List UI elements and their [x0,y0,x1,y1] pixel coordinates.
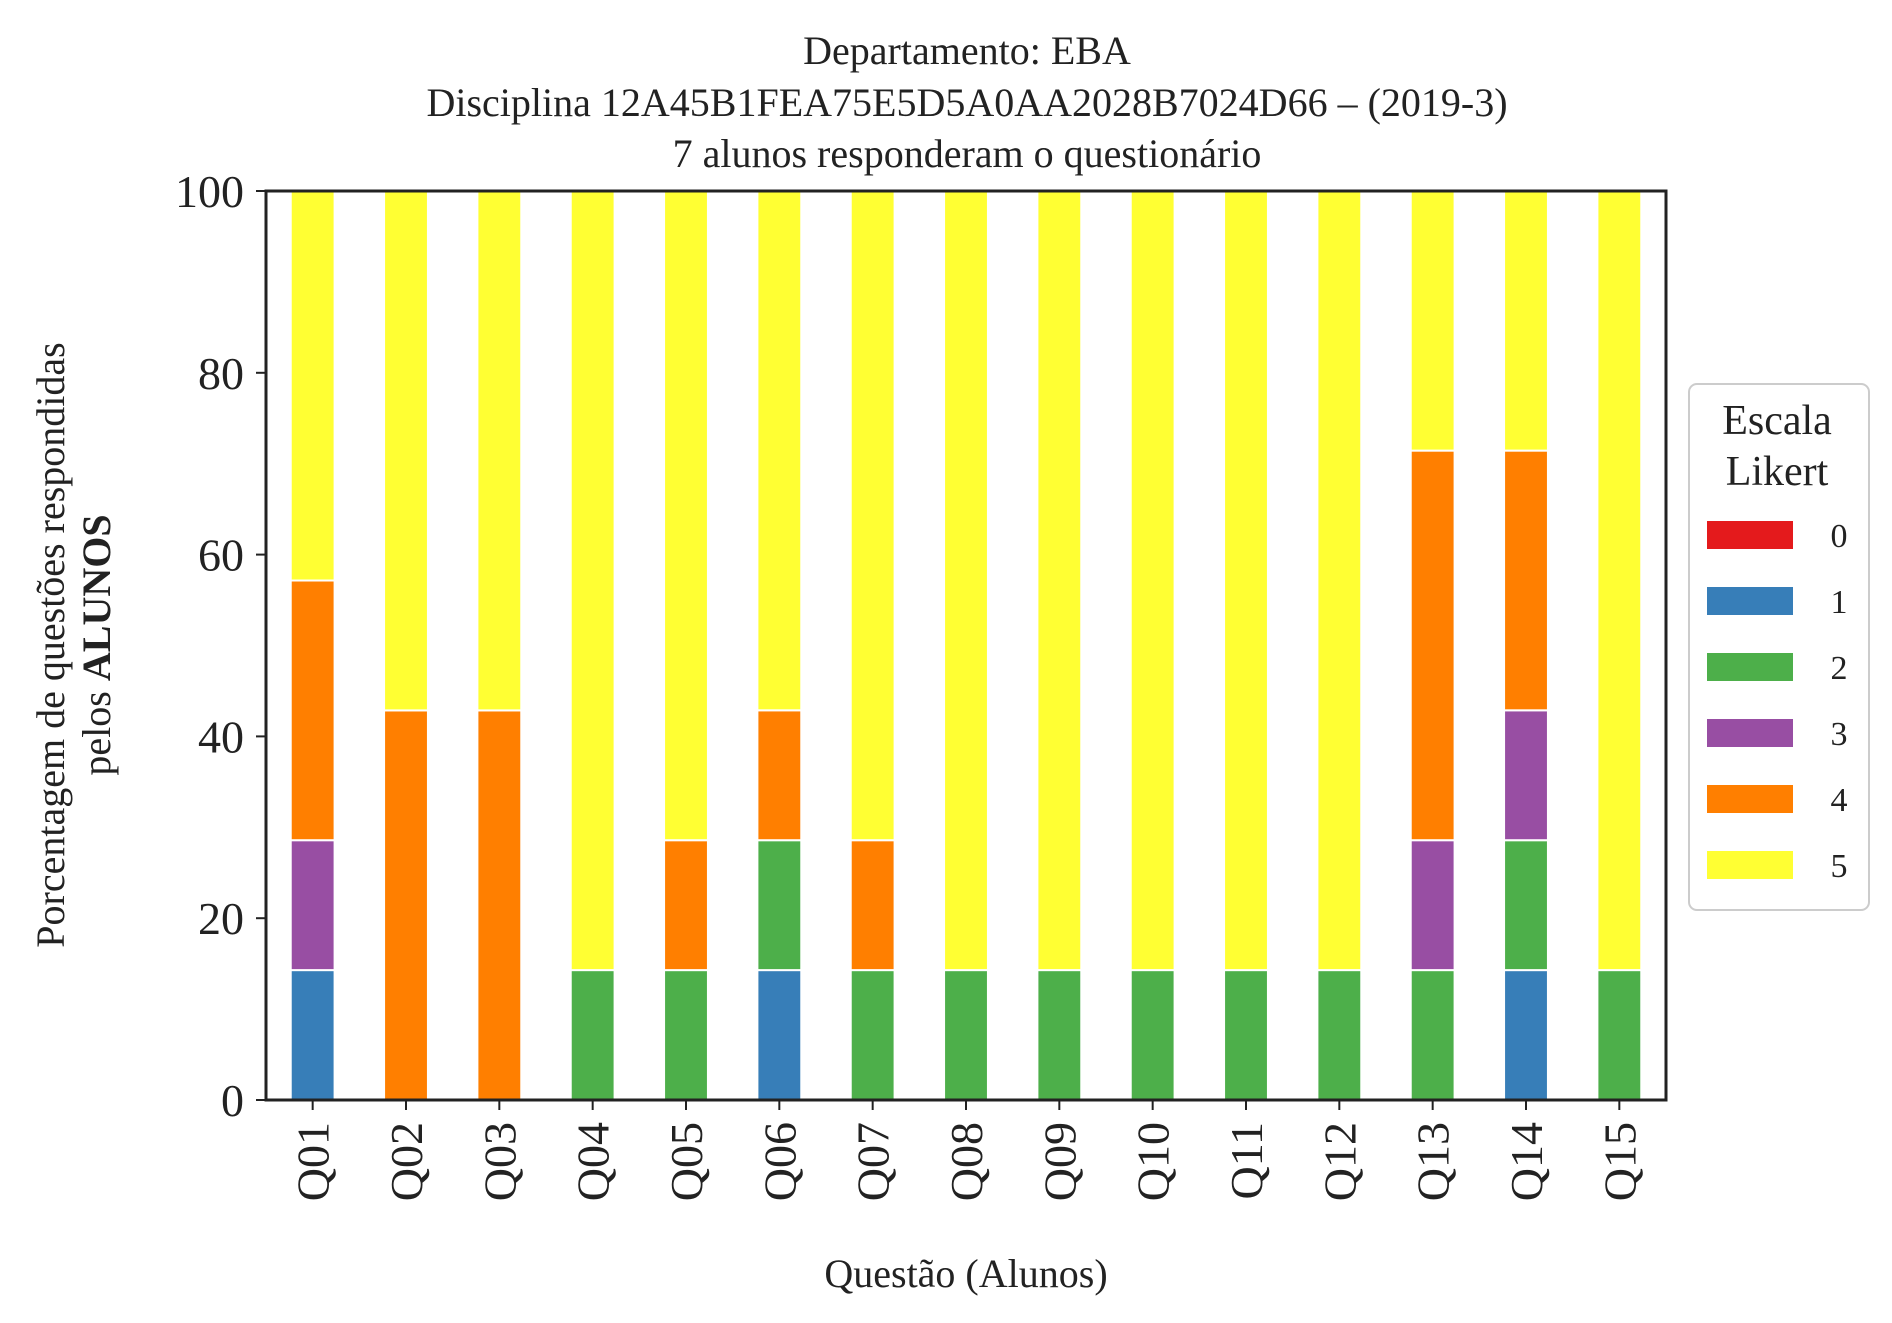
x-tick-label-q13: Q13 [1408,1122,1459,1201]
y-tick-label-0: 0 [221,1075,244,1126]
bar-q03-likert-4 [476,709,523,1102]
legend-swatch-5 [1707,851,1793,879]
y-axis-ticks: 0 20 40 60 80 100 [175,166,266,1126]
bar-q05-likert-2 [663,969,709,1101]
bar-q11-likert-2 [1223,969,1269,1101]
chart-title: Departamento: EBA Disciplina 12A45B1FEA7… [426,28,1507,176]
y-axis-label-line-2: pelos ALUNOS [74,514,119,775]
x-tick-label-q03: Q03 [474,1122,525,1201]
bar-q14-likert-4 [1503,449,1549,712]
legend-title-line-1: Escala [1722,398,1832,444]
legend-swatch-1 [1707,587,1793,615]
legend-title-line-2: Likert [1726,449,1829,495]
bar-q04-likert-5 [569,190,616,972]
legend-label-4: 4 [1831,782,1848,819]
bar-q01-likert-4 [289,579,336,842]
bar-q01-likert-5 [289,189,336,582]
x-tick-label-q11: Q11 [1221,1122,1272,1200]
chart-title-line-3: 7 alunos responderam o questionário [673,131,1262,176]
legend-label-2: 2 [1831,650,1848,687]
y-tick-label-80: 80 [198,348,244,399]
bar-q08-likert-2 [943,969,989,1101]
legend-swatch-0 [1707,521,1793,549]
bar-q06-likert-4 [756,709,803,842]
bar-q04-likert-2 [569,969,616,1101]
x-tick-label-q01: Q01 [288,1122,339,1201]
bar-q07-likert-2 [849,969,896,1101]
legend: Escala Likert 0 1 2 3 4 5 [1688,383,1870,911]
x-tick-label-q05: Q05 [661,1122,712,1201]
bar-q02-likert-4 [383,709,429,1102]
bar-q06-likert-5 [756,189,803,712]
bar-q12-likert-5 [1316,190,1363,972]
bar-q13-likert-3 [1409,839,1456,972]
bar-q14-likert-2 [1503,839,1549,972]
bar-q09-likert-2 [1036,969,1083,1101]
bars [289,189,1643,1102]
bar-q13-likert-2 [1409,969,1456,1101]
x-tick-label-q08: Q08 [941,1122,992,1201]
bar-q15-likert-5 [1596,190,1643,972]
x-tick-label-q14: Q14 [1501,1122,1552,1201]
y-axis-label: Porcentagem de questões respondidas pelo… [28,342,119,947]
bar-q11-likert-5 [1223,190,1269,972]
legend-label-1: 1 [1831,584,1848,621]
x-tick-label-q02: Q02 [381,1122,432,1201]
x-tick-label-q15: Q15 [1594,1122,1645,1201]
y-axis-label-prefix: pelos [74,681,119,775]
y-axis-label-bold: ALUNOS [74,514,119,681]
x-tick-label-q07: Q07 [848,1122,899,1201]
bar-q08-likert-5 [943,190,989,972]
y-tick-label-40: 40 [198,711,244,762]
bar-q07-likert-4 [849,839,896,972]
bar-q09-likert-5 [1036,190,1083,972]
chart-title-line-2: Disciplina 12A45B1FEA75E5D5A0AA2028B7024… [426,80,1507,125]
bar-q02-likert-5 [383,190,429,712]
legend-box [1688,383,1870,911]
legend-swatch-3 [1707,719,1793,747]
bar-q12-likert-2 [1316,969,1363,1101]
bar-q14-likert-3 [1503,709,1549,842]
x-axis-label: Questão (Alunos) [824,1251,1107,1296]
x-tick-label-q06: Q06 [754,1122,805,1201]
legend-items: 0 1 2 3 4 5 [1707,518,1848,885]
bar-q13-likert-5 [1409,189,1456,452]
bar-q06-likert-2 [756,839,803,972]
bar-q10-likert-2 [1129,969,1176,1101]
bar-q01-likert-3 [289,839,336,972]
bar-q14-likert-1 [1503,969,1549,1101]
bar-q13-likert-4 [1409,449,1456,842]
legend-swatch-4 [1707,785,1793,813]
legend-label-5: 5 [1831,848,1848,885]
bar-q05-likert-5 [663,189,709,842]
bar-q07-likert-5 [849,189,896,842]
legend-label-0: 0 [1831,518,1848,555]
plot-area-frame [264,189,1668,1102]
bar-q05-likert-4 [663,839,709,972]
bar-q01-likert-1 [289,969,336,1101]
bar-q10-likert-5 [1129,190,1176,972]
y-tick-label-20: 20 [198,893,244,944]
bar-q14-likert-5 [1503,189,1549,452]
y-tick-label-100: 100 [175,166,244,217]
y-tick-label-60: 60 [198,530,244,581]
x-tick-label-q09: Q09 [1034,1122,1085,1201]
x-tick-label-q04: Q04 [568,1122,619,1201]
y-axis-label-line-1: Porcentagem de questões respondidas [28,342,73,947]
legend-swatch-2 [1707,653,1793,681]
x-tick-label-q10: Q10 [1128,1122,1179,1201]
x-axis-ticks: Q01 Q02 Q03 Q04 Q05 Q06 Q07 Q08 Q09 Q10 Q11 Q12 Q13 Q… [288,1100,1645,1201]
bar-q15-likert-2 [1596,969,1643,1101]
legend-label-3: 3 [1831,716,1848,753]
x-tick-label-q12: Q12 [1314,1122,1365,1201]
chart-title-line-1: Departamento: EBA [803,28,1131,73]
bar-q03-likert-5 [476,190,523,712]
bar-q06-likert-1 [756,969,803,1101]
